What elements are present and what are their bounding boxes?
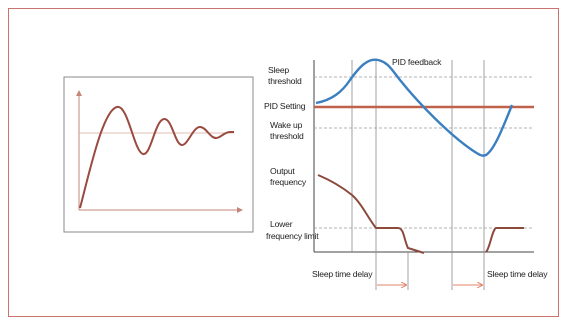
pid-setting-label: PID Setting bbox=[264, 101, 306, 111]
pid-feedback-label: PID feedback bbox=[392, 57, 442, 67]
sleep-wake-diagram: PID feedback Sleep threshold PID Setting… bbox=[264, 57, 548, 290]
output-frequency-label-line2: frequency bbox=[270, 177, 307, 187]
sleep-time-delay-label-right: Sleep time delay bbox=[487, 269, 548, 279]
sleep-threshold-label-line2: threshold bbox=[268, 76, 302, 86]
pid-feedback-curve bbox=[315, 58, 514, 157]
lower-frequency-limit-label-line1: Lower bbox=[270, 219, 293, 229]
wake-up-threshold-label-line2: threshold bbox=[270, 131, 304, 141]
step-response-diagram bbox=[63, 76, 254, 233]
lower-frequency-limit-label-line2: frequency limit bbox=[266, 231, 319, 241]
output-frequency-restart-curve bbox=[485, 227, 524, 253]
sleep-time-delay-label-left: Sleep time delay bbox=[312, 269, 373, 279]
damped-oscillation-curve bbox=[79, 106, 234, 209]
step-response-box bbox=[63, 76, 254, 233]
output-frequency-label-line1: Output bbox=[270, 166, 295, 176]
wake-up-threshold-label-line1: Wake up bbox=[270, 120, 303, 130]
output-frequency-curve bbox=[317, 174, 425, 254]
sleep-threshold-label-line1: Sleep bbox=[268, 65, 289, 75]
